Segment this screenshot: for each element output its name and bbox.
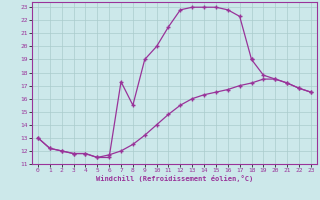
X-axis label: Windchill (Refroidissement éolien,°C): Windchill (Refroidissement éolien,°C) — [96, 175, 253, 182]
